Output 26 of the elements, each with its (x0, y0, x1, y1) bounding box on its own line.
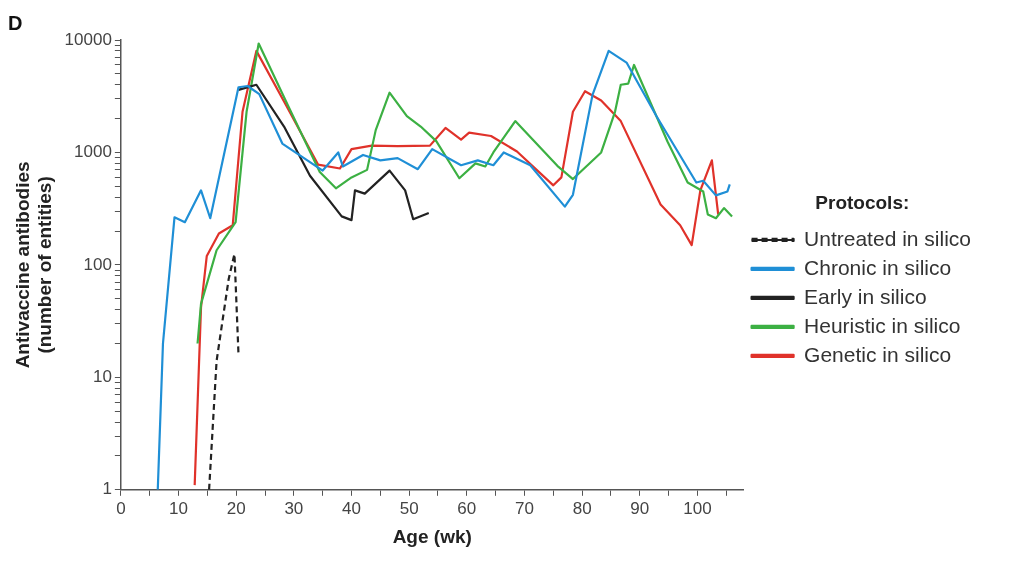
legend-label: Genetic in silico (804, 342, 952, 366)
legend-label: Heuristic in silico (804, 313, 961, 337)
x-tick-label: 50 (399, 498, 419, 518)
legend-label: Early in silico (804, 284, 927, 308)
x-tick-label: 0 (116, 498, 126, 518)
legend-label: Untreated in silico (804, 226, 972, 250)
line-series (207, 252, 240, 490)
x-tick-label: 30 (284, 498, 304, 518)
x-tick-label: 40 (342, 498, 361, 518)
chart-title: D (8, 11, 23, 34)
y-tick-label: 10000 (64, 29, 112, 49)
x-tick-label: 60 (457, 498, 477, 518)
legend-title: Protocols: (815, 192, 910, 214)
legend-label: Chronic in silico (804, 255, 952, 279)
x-tick-label: 10 (169, 498, 188, 518)
y-axis-title: Antivaccine antibodies (number of entities) (11, 161, 56, 369)
y-tick-label: 1000 (74, 142, 112, 162)
y-tick-label: 1 (102, 479, 112, 499)
y-tick-label: 100 (83, 254, 112, 274)
x-axis-title: Age (wk) (392, 525, 472, 547)
x-tick-label: 20 (226, 498, 246, 518)
x-tick-label: 70 (515, 498, 534, 518)
y-tick-label: 10 (92, 367, 112, 387)
x-tick-label: 90 (630, 498, 650, 518)
x-tick-label: 80 (572, 498, 592, 518)
x-tick-label: 100 (683, 498, 712, 518)
